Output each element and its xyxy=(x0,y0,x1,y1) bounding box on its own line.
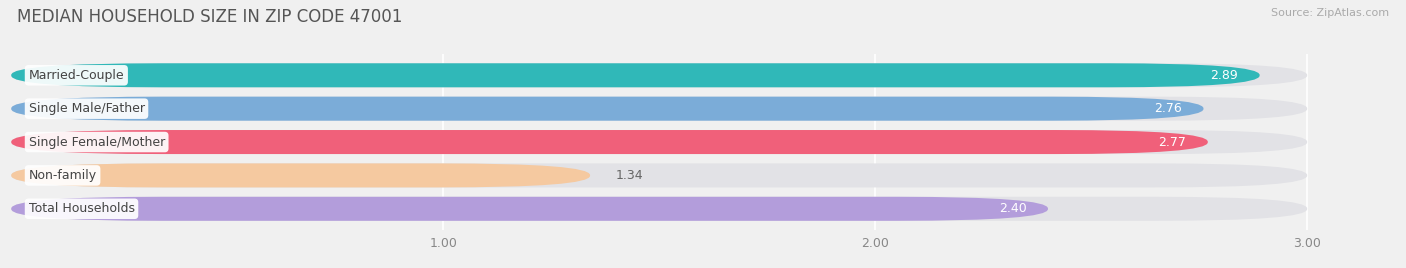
Text: 2.77: 2.77 xyxy=(1159,136,1187,148)
FancyBboxPatch shape xyxy=(11,130,1208,154)
FancyBboxPatch shape xyxy=(11,97,1308,121)
Text: Total Households: Total Households xyxy=(28,202,135,215)
Text: 2.89: 2.89 xyxy=(1211,69,1239,82)
Text: 2.76: 2.76 xyxy=(1154,102,1182,115)
FancyBboxPatch shape xyxy=(11,130,1308,154)
Text: 2.40: 2.40 xyxy=(998,202,1026,215)
Text: MEDIAN HOUSEHOLD SIZE IN ZIP CODE 47001: MEDIAN HOUSEHOLD SIZE IN ZIP CODE 47001 xyxy=(17,8,402,26)
FancyBboxPatch shape xyxy=(11,163,591,187)
FancyBboxPatch shape xyxy=(11,63,1308,87)
FancyBboxPatch shape xyxy=(11,197,1308,221)
Text: Single Male/Father: Single Male/Father xyxy=(28,102,145,115)
FancyBboxPatch shape xyxy=(11,63,1260,87)
Text: Non-family: Non-family xyxy=(28,169,97,182)
FancyBboxPatch shape xyxy=(11,97,1204,121)
FancyBboxPatch shape xyxy=(11,197,1047,221)
Text: Source: ZipAtlas.com: Source: ZipAtlas.com xyxy=(1271,8,1389,18)
Text: Single Female/Mother: Single Female/Mother xyxy=(28,136,165,148)
Text: 1.34: 1.34 xyxy=(616,169,644,182)
Text: Married-Couple: Married-Couple xyxy=(28,69,124,82)
FancyBboxPatch shape xyxy=(11,163,1308,187)
